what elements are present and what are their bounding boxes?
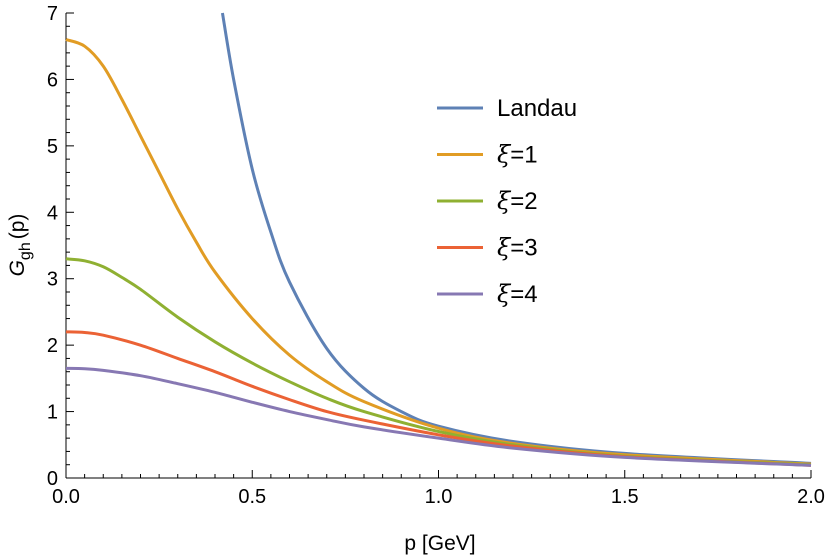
x-axis-label: p [GeV] (404, 532, 475, 555)
x-tick-label: 0.5 (238, 486, 266, 508)
y-tick-label: 0 (47, 468, 58, 490)
y-tick-label: 7 (47, 3, 58, 25)
legend-label: ξ=1 (497, 141, 538, 169)
legend-label: ξ=4 (497, 280, 538, 308)
y-axis-label-tail: (p) (6, 214, 29, 240)
x-tick-label: 1.5 (611, 486, 639, 508)
x-tick-label: 0.0 (52, 486, 80, 508)
y-tick-label: 3 (47, 269, 58, 291)
plot-lines (65, 12, 812, 467)
legend-item: ξ=1 (437, 141, 538, 169)
legend-label: Landau (497, 95, 577, 122)
legend-item: ξ=4 (437, 280, 538, 308)
series-line-xi-4 (65, 366, 812, 467)
y-tick-label: 6 (47, 69, 58, 91)
y-axis-label-main: G (6, 260, 29, 276)
legend-label: ξ=2 (497, 187, 538, 215)
series-line-xi-1 (65, 38, 812, 466)
y-tick-label: 5 (47, 136, 58, 158)
axes (65, 12, 812, 479)
series-line-xi-3 (65, 330, 812, 467)
legend: Landau ξ=1 ξ=2 ξ=3 ξ=4 (437, 95, 577, 308)
y-tick-label: 2 (47, 335, 58, 357)
tick-labels: 0.0 0.5 1.0 1.5 2.0 0 1 2 3 4 5 6 7 (47, 3, 825, 508)
series-line-landau (220, 12, 812, 465)
y-axis-label: Ggh (p) (6, 214, 34, 277)
x-tick-label: 1.0 (425, 486, 453, 508)
y-tick-label: 1 (47, 402, 58, 424)
y-tick-label: 4 (47, 202, 58, 224)
legend-item: Landau (437, 95, 577, 122)
legend-label: ξ=3 (497, 234, 538, 262)
x-tick-label: 2.0 (797, 486, 825, 508)
legend-item: ξ=2 (437, 187, 538, 215)
y-axis-label-sub: gh (17, 242, 34, 260)
legend-item: ξ=3 (437, 234, 538, 262)
